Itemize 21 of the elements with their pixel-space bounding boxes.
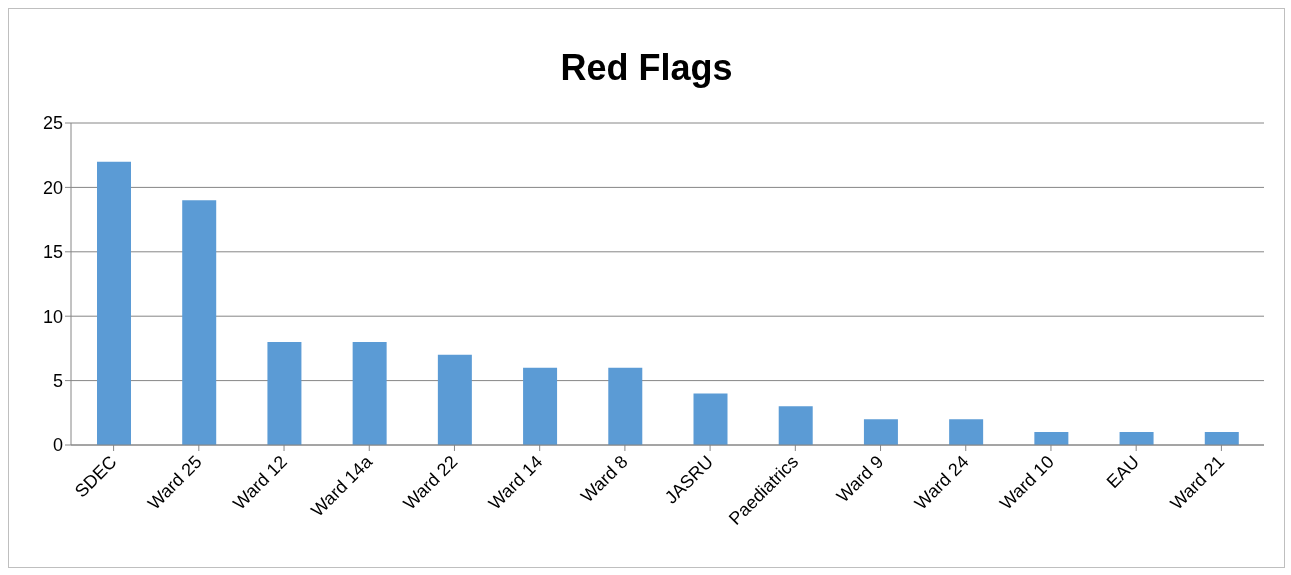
- y-tick-label: 25: [42, 113, 63, 134]
- bar: [1034, 432, 1069, 445]
- bar: [608, 367, 643, 445]
- y-tick-label: 15: [42, 242, 63, 263]
- bar: [693, 393, 728, 445]
- bar: [267, 341, 302, 445]
- y-tick-label: 5: [52, 370, 63, 391]
- y-tick-label: 20: [42, 177, 63, 198]
- bar: [182, 200, 217, 445]
- bar: [352, 341, 387, 445]
- chart-title: Red Flags: [559, 47, 734, 89]
- y-tick-label: 10: [42, 306, 63, 327]
- bar: [863, 419, 898, 445]
- y-tick-label: 0: [52, 435, 63, 456]
- bar: [949, 419, 984, 445]
- bar: [778, 406, 813, 445]
- bar: [97, 161, 131, 445]
- bar: [1119, 432, 1154, 445]
- bar: [1204, 432, 1239, 445]
- bar: [523, 367, 558, 445]
- bar: [437, 354, 472, 445]
